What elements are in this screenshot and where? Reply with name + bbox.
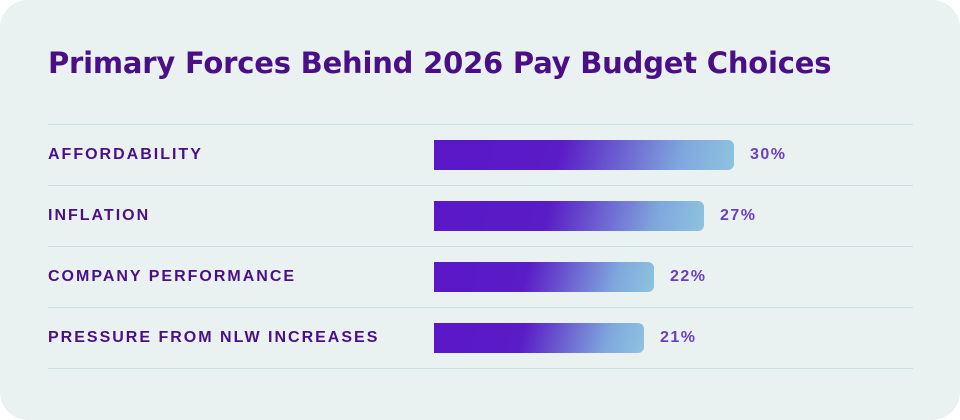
category-label: COMPANY PERFORMANCE	[48, 268, 297, 285]
value-label: 30%	[750, 146, 787, 163]
bar-row: PRESSURE FROM NLW INCREASES 21%	[48, 307, 913, 369]
category-label: AFFORDABILITY	[48, 146, 203, 163]
bar-row: INFLATION 27%	[48, 185, 913, 246]
bar	[434, 201, 704, 231]
value-label: 22%	[670, 268, 707, 285]
category-label: INFLATION	[48, 207, 151, 224]
bar-row: AFFORDABILITY 30%	[48, 124, 913, 185]
bar	[434, 323, 644, 353]
bar-row: COMPANY PERFORMANCE 22%	[48, 246, 913, 307]
bar	[434, 140, 734, 170]
value-label: 21%	[660, 329, 697, 346]
bar	[434, 262, 654, 292]
chart-title: Primary Forces Behind 2026 Pay Budget Ch…	[48, 46, 832, 80]
value-label: 27%	[720, 207, 757, 224]
bar-rows: AFFORDABILITY 30% INFLATION 27% COMPANY PERF…	[48, 124, 913, 369]
category-label: PRESSURE FROM NLW INCREASES	[48, 329, 380, 346]
